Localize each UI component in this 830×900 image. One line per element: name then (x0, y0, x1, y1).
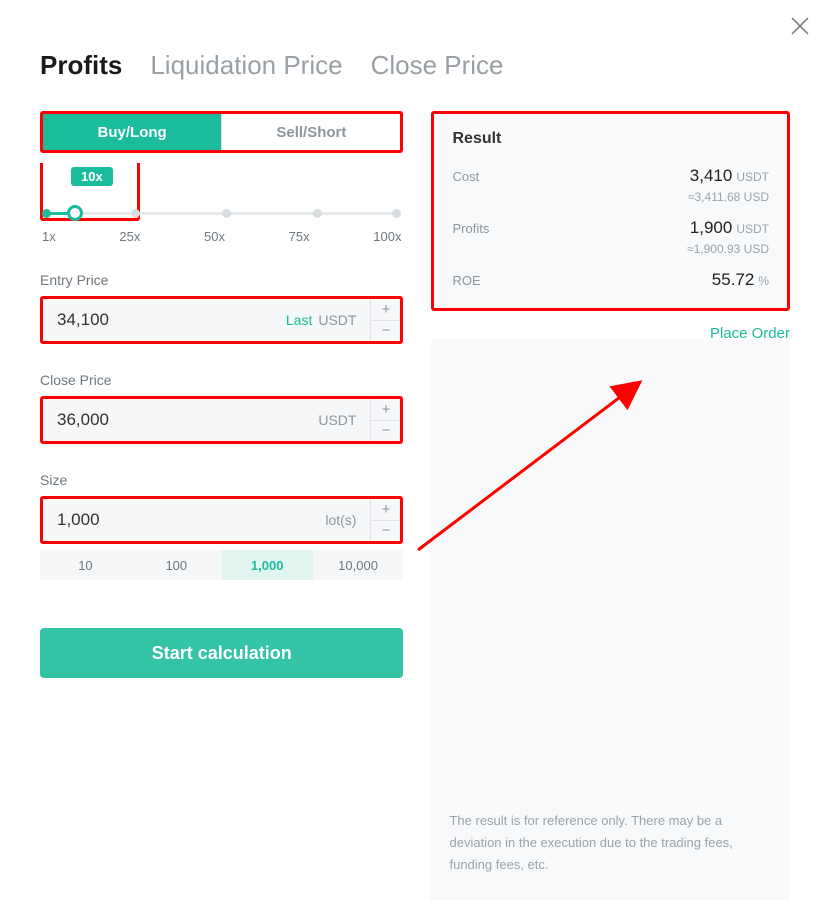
size-preset-1000[interactable]: 1,000 (222, 550, 313, 580)
size-label: Size (40, 472, 403, 488)
result-cost-sub: ≈3,411.68 USD (452, 190, 769, 204)
result-cost-unit: USDT (736, 170, 769, 184)
size-unit: lot(s) (325, 512, 356, 528)
leverage-mark: 100x (373, 229, 401, 244)
entry-price-decrement[interactable]: − (371, 321, 400, 342)
close-price-value: 36,000 (57, 410, 318, 430)
entry-price-input-row: 34,100 Last USDT + − (40, 296, 403, 344)
entry-price-increment[interactable]: + (371, 299, 400, 321)
close-price-input-row: 36,000 USDT + − (40, 396, 403, 444)
leverage-slider[interactable] (40, 203, 403, 223)
leverage-mark: 75x (289, 229, 310, 244)
close-price-input[interactable]: 36,000 USDT (43, 399, 370, 441)
tab-profits[interactable]: Profits (40, 50, 122, 81)
size-input-row: 1,000 lot(s) + − (40, 496, 403, 544)
size-value: 1,000 (57, 510, 325, 530)
leverage-control: 10x 1x 25x 50x 75x 100x (40, 163, 403, 244)
leverage-mark: 25x (119, 229, 140, 244)
entry-price-input[interactable]: 34,100 Last USDT (43, 299, 370, 341)
size-input[interactable]: 1,000 lot(s) (43, 499, 370, 541)
result-roe-label: ROE (452, 273, 480, 288)
leverage-mark: 50x (204, 229, 225, 244)
leverage-mark: 1x (42, 229, 56, 244)
size-increment[interactable]: + (371, 499, 400, 521)
leverage-thumb[interactable] (67, 205, 83, 221)
entry-price-unit: USDT (318, 312, 356, 328)
size-preset-10000[interactable]: 10,000 (313, 550, 404, 580)
buy-long-button[interactable]: Buy/Long (43, 114, 221, 150)
sell-short-button[interactable]: Sell/Short (221, 114, 400, 150)
result-profits-unit: USDT (736, 222, 769, 236)
size-presets: 10 100 1,000 10,000 (40, 550, 403, 580)
result-roe-value: 55.72 (712, 270, 755, 289)
close-price-increment[interactable]: + (371, 399, 400, 421)
tab-close-price[interactable]: Close Price (371, 50, 504, 81)
close-price-label: Close Price (40, 372, 403, 388)
result-profits-value: 1,900 (690, 218, 733, 237)
size-preset-100[interactable]: 100 (131, 550, 222, 580)
place-order-link[interactable]: Place Order (431, 325, 790, 342)
size-decrement[interactable]: − (371, 521, 400, 542)
tab-bar: Profits Liquidation Price Close Price (0, 0, 830, 81)
result-roe-unit: % (758, 274, 769, 288)
entry-price-value: 34,100 (57, 310, 286, 330)
side-toggle: Buy/Long Sell/Short (40, 111, 403, 153)
result-title: Result (452, 130, 769, 148)
result-panel: Result Cost 3,410USDT ≈3,411.68 USD Prof… (431, 111, 790, 311)
tab-liquidation-price[interactable]: Liquidation Price (150, 50, 342, 81)
entry-price-label: Entry Price (40, 272, 403, 288)
size-preset-10[interactable]: 10 (40, 550, 131, 580)
result-profits-sub: ≈1,900.93 USD (452, 242, 769, 256)
leverage-badge: 10x (71, 167, 113, 186)
close-icon[interactable] (788, 14, 812, 38)
result-cost-label: Cost (452, 169, 479, 184)
result-disclaimer: The result is for reference only. There … (431, 810, 790, 894)
close-price-decrement[interactable]: − (371, 421, 400, 442)
result-cost-value: 3,410 (690, 166, 733, 185)
start-calculation-button[interactable]: Start calculation (40, 628, 403, 678)
result-profits-label: Profits (452, 221, 489, 236)
close-price-unit: USDT (318, 412, 356, 428)
last-price-link[interactable]: Last (286, 312, 312, 328)
